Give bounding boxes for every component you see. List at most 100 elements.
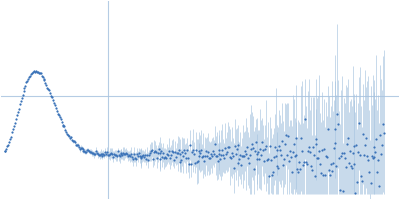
Point bbox=[132, 156, 138, 159]
Point bbox=[101, 154, 108, 157]
Point bbox=[29, 72, 35, 75]
Point bbox=[373, 138, 380, 141]
Point bbox=[339, 152, 345, 155]
Point bbox=[74, 144, 81, 147]
Point bbox=[10, 128, 16, 131]
Point bbox=[288, 155, 294, 158]
Point bbox=[349, 152, 356, 155]
Point bbox=[182, 152, 188, 155]
Point bbox=[272, 146, 278, 149]
Point bbox=[282, 142, 288, 145]
Point bbox=[328, 170, 335, 173]
Point bbox=[87, 150, 93, 153]
Point bbox=[157, 151, 164, 155]
Point bbox=[362, 143, 368, 146]
Point bbox=[299, 149, 305, 152]
Point bbox=[70, 140, 76, 143]
Point bbox=[187, 144, 193, 147]
Point bbox=[210, 152, 217, 155]
Point bbox=[333, 164, 340, 167]
Point bbox=[188, 162, 194, 165]
Point bbox=[124, 152, 130, 156]
Point bbox=[311, 175, 318, 178]
Point bbox=[120, 151, 127, 155]
Point bbox=[16, 103, 23, 106]
Point bbox=[102, 151, 108, 154]
Point bbox=[82, 150, 88, 153]
Point bbox=[96, 154, 103, 157]
Point bbox=[156, 158, 163, 161]
Point bbox=[116, 154, 122, 157]
Point bbox=[233, 148, 240, 151]
Point bbox=[177, 161, 184, 164]
Point bbox=[238, 164, 244, 167]
Point bbox=[63, 130, 70, 133]
Point bbox=[38, 74, 45, 77]
Point bbox=[290, 150, 296, 153]
Point bbox=[178, 159, 185, 162]
Point bbox=[318, 172, 324, 175]
Point bbox=[43, 84, 50, 87]
Point bbox=[151, 151, 157, 154]
Point bbox=[321, 148, 327, 151]
Point bbox=[303, 161, 309, 164]
Point bbox=[79, 147, 86, 151]
Point bbox=[41, 79, 48, 82]
Point bbox=[328, 163, 334, 166]
Point bbox=[295, 171, 302, 174]
Point bbox=[364, 154, 370, 157]
Point bbox=[86, 150, 92, 153]
Point bbox=[259, 141, 266, 144]
Point bbox=[59, 123, 66, 127]
Point bbox=[326, 168, 332, 172]
Point bbox=[242, 150, 248, 153]
Point bbox=[172, 150, 178, 154]
Point bbox=[315, 157, 322, 160]
Point bbox=[190, 152, 197, 156]
Point bbox=[357, 153, 363, 157]
Point bbox=[68, 136, 74, 139]
Point bbox=[130, 157, 136, 160]
Point bbox=[290, 142, 297, 146]
Point bbox=[221, 156, 228, 160]
Point bbox=[368, 154, 375, 158]
Point bbox=[281, 157, 287, 161]
Point bbox=[270, 155, 277, 158]
Point bbox=[310, 154, 317, 157]
Point bbox=[103, 153, 110, 156]
Point bbox=[47, 92, 53, 95]
Point bbox=[53, 106, 59, 110]
Point bbox=[78, 146, 85, 150]
Point bbox=[330, 147, 337, 150]
Point bbox=[186, 162, 192, 166]
Point bbox=[278, 153, 284, 157]
Point bbox=[119, 153, 126, 156]
Point bbox=[244, 145, 250, 149]
Point bbox=[292, 154, 299, 157]
Point bbox=[301, 161, 307, 164]
Point bbox=[336, 156, 342, 159]
Point bbox=[283, 133, 289, 136]
Point bbox=[232, 144, 238, 147]
Point bbox=[3, 147, 10, 150]
Point bbox=[198, 149, 204, 152]
Point bbox=[21, 87, 28, 90]
Point bbox=[56, 113, 62, 116]
Point bbox=[134, 155, 141, 158]
Point bbox=[138, 156, 145, 159]
Point bbox=[168, 154, 174, 157]
Point bbox=[294, 168, 301, 171]
Point bbox=[253, 152, 260, 156]
Point bbox=[35, 71, 41, 74]
Point bbox=[305, 149, 311, 152]
Point bbox=[36, 72, 42, 75]
Point bbox=[110, 155, 116, 158]
Point bbox=[189, 150, 195, 153]
Point bbox=[54, 109, 60, 112]
Point bbox=[342, 156, 348, 159]
Point bbox=[340, 190, 346, 193]
Point bbox=[252, 141, 259, 144]
Point bbox=[366, 171, 372, 174]
Point bbox=[206, 156, 212, 159]
Point bbox=[266, 175, 272, 178]
